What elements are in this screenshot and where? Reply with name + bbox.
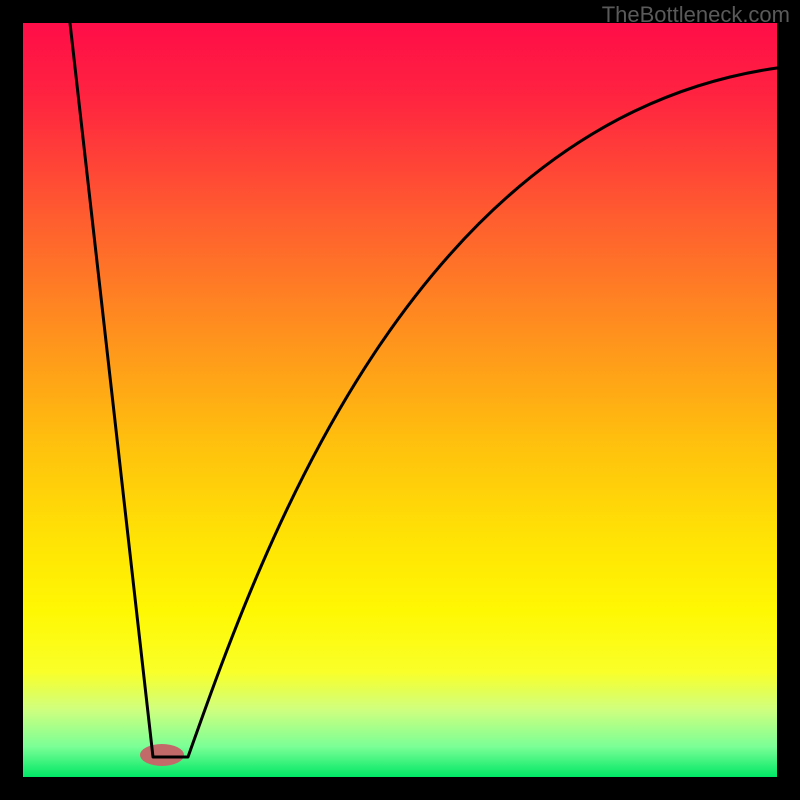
chart-container: TheBottleneck.com [0, 0, 800, 800]
watermark-text: TheBottleneck.com [602, 2, 790, 28]
min-marker [140, 744, 184, 766]
bottleneck-chart [0, 0, 800, 800]
plot-area [23, 23, 777, 777]
